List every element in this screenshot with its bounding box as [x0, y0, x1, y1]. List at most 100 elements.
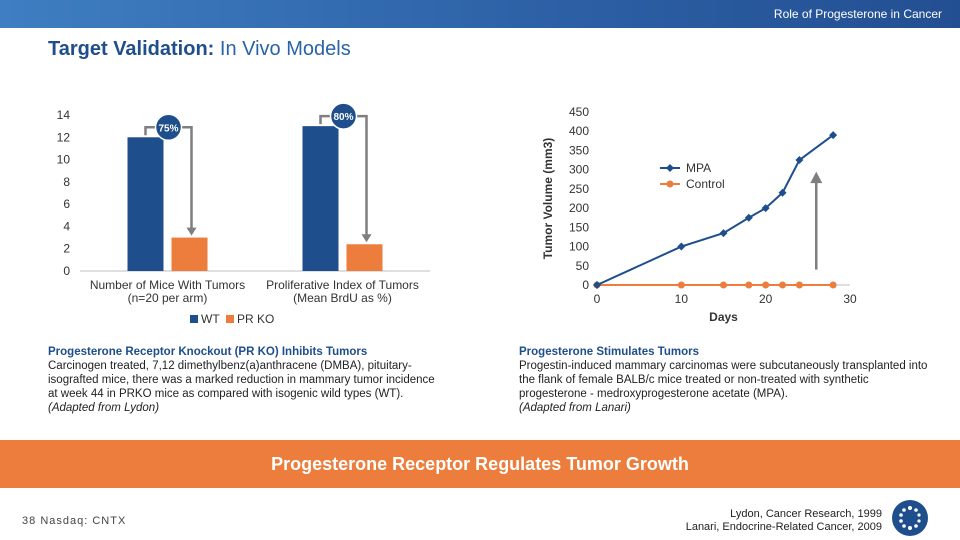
bar-pr-ko-1	[171, 237, 208, 271]
bar-y-tick-label: 12	[57, 130, 71, 144]
bar-y-tick-label: 0	[63, 264, 70, 278]
line-point-mpa	[719, 229, 728, 238]
page-title: Target Validation: In Vivo Models	[48, 38, 351, 61]
line-point-control	[745, 281, 753, 289]
bar-legend-label-2: PR KO	[237, 312, 274, 326]
line-arrow-head	[810, 171, 823, 184]
line-point-mpa	[829, 131, 838, 140]
bar-category-labels: Number of Mice With Tumors(n=20 per arm)…	[90, 278, 419, 305]
line-legend-marker-2	[666, 180, 674, 188]
bar-chart: 0 2 4 6 8 10 12 14 75% 80% Number of Mice With T…	[57, 102, 430, 326]
left-line-2: isografted mice, there was a marked redu…	[48, 374, 435, 386]
line-point-control	[762, 281, 770, 289]
line-point-control	[677, 281, 685, 289]
bar-wt-2	[302, 126, 339, 271]
bar-annotation-label-1: 75%	[158, 123, 178, 134]
line-annotation-arrow	[810, 171, 823, 270]
line-y-tick-label: 250	[569, 182, 589, 196]
header-bar: Role of Progesterone in Cancer	[0, 0, 960, 28]
left-heading: Progesterone Receptor Knockout (PR KO) I…	[48, 346, 368, 358]
line-chart: 0 50 100 150 200 250 300 350 400 450 0 10 20 30 Days Tu…	[541, 105, 857, 324]
bar-legend-swatch-2	[226, 315, 234, 323]
section-title: Role of Progesterone in Cancer	[773, 7, 942, 21]
left-source: (Adapted from Lydon)	[48, 402, 160, 414]
bar-category-label: Proliferative Index of Tumors	[266, 278, 419, 292]
line-legend-label-1: MPA	[686, 161, 711, 175]
reference-2: Lanari, Endocrine-Related Cancer, 2009	[685, 521, 882, 533]
bar-y-tick-label: 8	[63, 175, 70, 189]
line-point-mpa	[744, 213, 753, 222]
line-point-control	[829, 281, 837, 289]
line-y-tick-label: 400	[569, 124, 589, 138]
line-point-control	[720, 281, 727, 289]
bar-annotation-badge-1	[154, 113, 183, 142]
right-source: (Adapted from Lanari)	[519, 402, 631, 414]
line-x-tick-label: 10	[675, 292, 689, 306]
line-x-tick-label: 0	[594, 292, 601, 306]
line-point-mpa	[795, 156, 804, 165]
bar-legend-swatch-1	[190, 315, 198, 323]
line-point-control	[779, 281, 787, 289]
line-axes: 0 50 100 150 200 250 300 350 400 450 0 10 20 30 Days Tu…	[541, 105, 857, 324]
bar-y-tick-label: 2	[63, 242, 70, 256]
line-y-tick-label: 0	[582, 278, 589, 292]
page-number: 38	[22, 515, 37, 527]
ticker: Nasdaq: CNTX	[40, 515, 127, 527]
reference-1: Lydon, Cancer Research, 1999	[730, 508, 882, 520]
line-point-control	[795, 281, 803, 289]
bar-category-label: (Mean BrdU as %)	[293, 291, 392, 305]
company-logo	[892, 500, 928, 536]
logo-dots-icon	[899, 506, 921, 530]
bar-y-tick-label: 4	[63, 219, 70, 233]
line-point-mpa	[778, 188, 787, 197]
line-y-tick-label: 200	[569, 201, 589, 215]
bar-category-label: (n=20 per arm)	[128, 291, 208, 305]
line-x-axis-title: Days	[709, 310, 738, 324]
bar-annotations: 75% 80%	[144, 102, 372, 243]
banner-text: Progesterone Receptor Regulates Tumor Gr…	[271, 454, 689, 474]
right-heading: Progesterone Stimulates Tumors	[519, 346, 699, 358]
references: Lydon, Cancer Research, 1999 Lanari, End…	[686, 508, 882, 534]
left-line-1: Carcinogen treated, 7,12 dimethylbenz(a)…	[48, 360, 412, 372]
line-point-mpa	[593, 281, 601, 289]
right-line-2: the flank of female BALB/c mice treated …	[519, 374, 869, 386]
bar-pr-ko-2	[346, 244, 383, 271]
page-title-rest: In Vivo Models	[214, 38, 351, 60]
bar-legend-label-1: WT	[201, 312, 220, 326]
line-series-mpa	[596, 134, 834, 286]
bar-legend: WT PR KO	[190, 312, 274, 326]
right-description: Progesterone Stimulates Tumors Progestin…	[519, 345, 929, 415]
line-legend-label-2: Control	[686, 177, 725, 191]
bar-wt-1	[127, 137, 164, 271]
footer: 38 Nasdaq: CNTX	[22, 515, 126, 527]
line-x-tick-label: 30	[843, 292, 857, 306]
bar-y-tick-label: 14	[57, 108, 71, 122]
bar-y-tick-label: 10	[57, 153, 71, 167]
line-y-axis-title: Tumor Volume (mm3)	[541, 138, 555, 260]
line-y-tick-label: 50	[576, 259, 590, 273]
line-legend: MPA Control	[660, 161, 725, 191]
bar-y-tick-label: 6	[63, 197, 70, 211]
line-y-tick-label: 350	[569, 143, 589, 157]
line-y-tick-label: 100	[569, 240, 589, 254]
line-point-mpa	[761, 204, 770, 213]
line-x-tick-label: 20	[759, 292, 773, 306]
bar-arrowhead-1	[186, 227, 197, 236]
page-title-bold: Target Validation:	[48, 38, 215, 60]
line-y-tick-label: 150	[569, 220, 589, 234]
line-y-tick-label: 300	[569, 163, 589, 177]
left-description: Progesterone Receptor Knockout (PR KO) I…	[48, 345, 448, 415]
bar-annotation-label-2: 80%	[333, 112, 353, 123]
bar-annotation-badge-2	[329, 102, 358, 130]
left-line-3: at week 44 in PRKO mice as compared with…	[48, 388, 404, 400]
bar-marks	[127, 126, 383, 271]
bar-category-label: Number of Mice With Tumors	[90, 278, 245, 292]
banner: Progesterone Receptor Regulates Tumor Gr…	[0, 440, 960, 488]
right-line-1: Progestin-induced mammary carcinomas wer…	[519, 360, 928, 372]
line-legend-marker-1	[666, 164, 674, 172]
bar-arrowhead-2	[361, 234, 372, 243]
line-y-tick-label: 450	[569, 105, 589, 119]
line-point-mpa	[677, 242, 686, 251]
right-line-3: progesterone - medroxyprogesterone aceta…	[519, 388, 788, 400]
line-series	[593, 131, 838, 289]
